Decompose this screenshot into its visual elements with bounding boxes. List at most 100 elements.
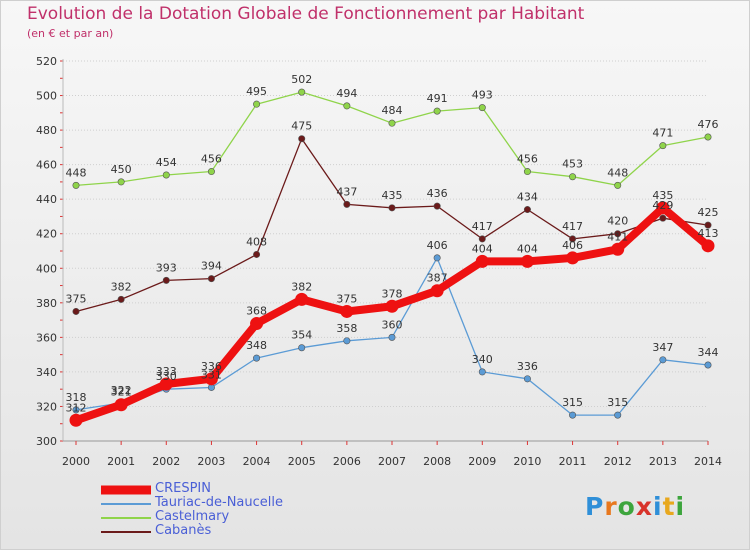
data-point bbox=[569, 411, 577, 419]
data-label: 435 bbox=[652, 189, 673, 202]
data-label: 378 bbox=[382, 287, 403, 300]
legend-swatch bbox=[101, 517, 151, 519]
data-point bbox=[343, 337, 351, 345]
data-label: 456 bbox=[201, 153, 222, 166]
series-crespin bbox=[69, 201, 715, 427]
data-label: 348 bbox=[246, 339, 267, 352]
legend-label: Cabanès bbox=[155, 523, 212, 538]
data-label: 448 bbox=[66, 166, 87, 179]
data-label: 417 bbox=[472, 220, 493, 233]
y-tick-label: 300 bbox=[36, 435, 57, 448]
data-point bbox=[430, 284, 444, 298]
data-labels-layer: 312 321 333 336 368 382 375 378 387 404 404 406 411 4… bbox=[66, 73, 719, 414]
data-label: 382 bbox=[291, 280, 312, 293]
data-point bbox=[569, 235, 577, 243]
data-label: 382 bbox=[111, 280, 132, 293]
data-label: 420 bbox=[607, 215, 628, 228]
data-label: 333 bbox=[156, 365, 177, 378]
data-label: 360 bbox=[382, 318, 403, 331]
data-point bbox=[72, 307, 80, 315]
data-point bbox=[704, 361, 712, 369]
x-tick-label: 2000 bbox=[62, 455, 90, 468]
data-point bbox=[523, 206, 531, 214]
data-label: 406 bbox=[427, 239, 448, 252]
data-point bbox=[478, 104, 486, 112]
data-label: 406 bbox=[562, 239, 583, 252]
data-point bbox=[569, 173, 577, 181]
y-tick-label: 380 bbox=[36, 297, 57, 310]
x-tick-label: 2013 bbox=[649, 455, 677, 468]
data-label: 411 bbox=[607, 230, 628, 243]
data-label: 394 bbox=[201, 260, 222, 273]
data-label: 417 bbox=[562, 220, 583, 233]
legend-item: CRESPIN bbox=[101, 481, 361, 497]
data-point bbox=[656, 201, 670, 215]
data-label: 347 bbox=[652, 341, 673, 354]
data-point bbox=[433, 107, 441, 115]
data-label: 318 bbox=[66, 391, 87, 404]
data-label: 375 bbox=[336, 292, 357, 305]
axes: 300 320 340 360 380 400 420 440 460 480 500 520 2000… bbox=[36, 55, 722, 468]
data-label: 322 bbox=[111, 384, 132, 397]
data-label: 404 bbox=[517, 242, 538, 255]
y-tick-label: 460 bbox=[36, 159, 57, 172]
data-label: 494 bbox=[336, 87, 357, 100]
x-tick-label: 2009 bbox=[468, 455, 496, 468]
logo-letter: i bbox=[653, 492, 663, 521]
legend-swatch bbox=[101, 531, 151, 533]
proxiti-logo: Proxiti bbox=[585, 492, 685, 521]
data-point bbox=[69, 413, 83, 427]
data-label: 491 bbox=[427, 92, 448, 105]
x-tick-label: 2010 bbox=[513, 455, 541, 468]
data-label: 484 bbox=[382, 104, 403, 117]
data-label: 435 bbox=[382, 189, 403, 202]
logo-letter: o bbox=[617, 492, 636, 521]
data-point bbox=[117, 295, 125, 303]
data-label: 404 bbox=[472, 242, 493, 255]
data-point bbox=[204, 372, 218, 386]
data-point bbox=[295, 292, 309, 306]
data-label: 336 bbox=[517, 360, 538, 373]
data-label: 502 bbox=[291, 73, 312, 86]
data-label: 476 bbox=[698, 118, 719, 131]
y-tick-label: 500 bbox=[36, 90, 57, 103]
chart-subtitle: (en € et par an) bbox=[27, 27, 114, 40]
data-point bbox=[343, 102, 351, 110]
y-tick-label: 320 bbox=[36, 400, 57, 413]
data-label: 454 bbox=[156, 156, 177, 169]
x-tick-label: 2011 bbox=[559, 455, 587, 468]
data-point bbox=[207, 275, 215, 283]
data-label: 475 bbox=[291, 120, 312, 133]
data-point bbox=[253, 354, 261, 362]
data-point bbox=[343, 200, 351, 208]
data-label: 368 bbox=[246, 305, 267, 318]
data-label: 429 bbox=[652, 199, 673, 212]
data-label: 456 bbox=[517, 153, 538, 166]
logo-letter: x bbox=[635, 492, 653, 521]
data-label: 393 bbox=[156, 261, 177, 274]
data-point bbox=[614, 411, 622, 419]
legend-label: CRESPIN bbox=[155, 481, 211, 496]
data-point bbox=[566, 251, 580, 265]
legend-swatch bbox=[101, 485, 151, 495]
data-point bbox=[114, 398, 128, 412]
data-label: 321 bbox=[111, 386, 132, 399]
y-tick-label: 520 bbox=[36, 55, 57, 68]
x-tick-label: 2001 bbox=[107, 455, 135, 468]
data-point bbox=[162, 171, 170, 179]
data-label: 354 bbox=[291, 329, 312, 342]
data-point bbox=[520, 254, 534, 268]
data-label: 387 bbox=[427, 272, 448, 285]
data-label: 315 bbox=[607, 396, 628, 409]
data-label: 340 bbox=[472, 353, 493, 366]
data-label: 413 bbox=[698, 227, 719, 240]
data-point bbox=[611, 242, 625, 256]
data-label: 358 bbox=[336, 322, 357, 335]
data-point bbox=[72, 181, 80, 189]
data-label: 471 bbox=[652, 127, 673, 140]
data-point bbox=[207, 168, 215, 176]
x-tick-label: 2008 bbox=[423, 455, 451, 468]
data-label: 330 bbox=[156, 370, 177, 383]
data-label: 436 bbox=[427, 187, 448, 200]
